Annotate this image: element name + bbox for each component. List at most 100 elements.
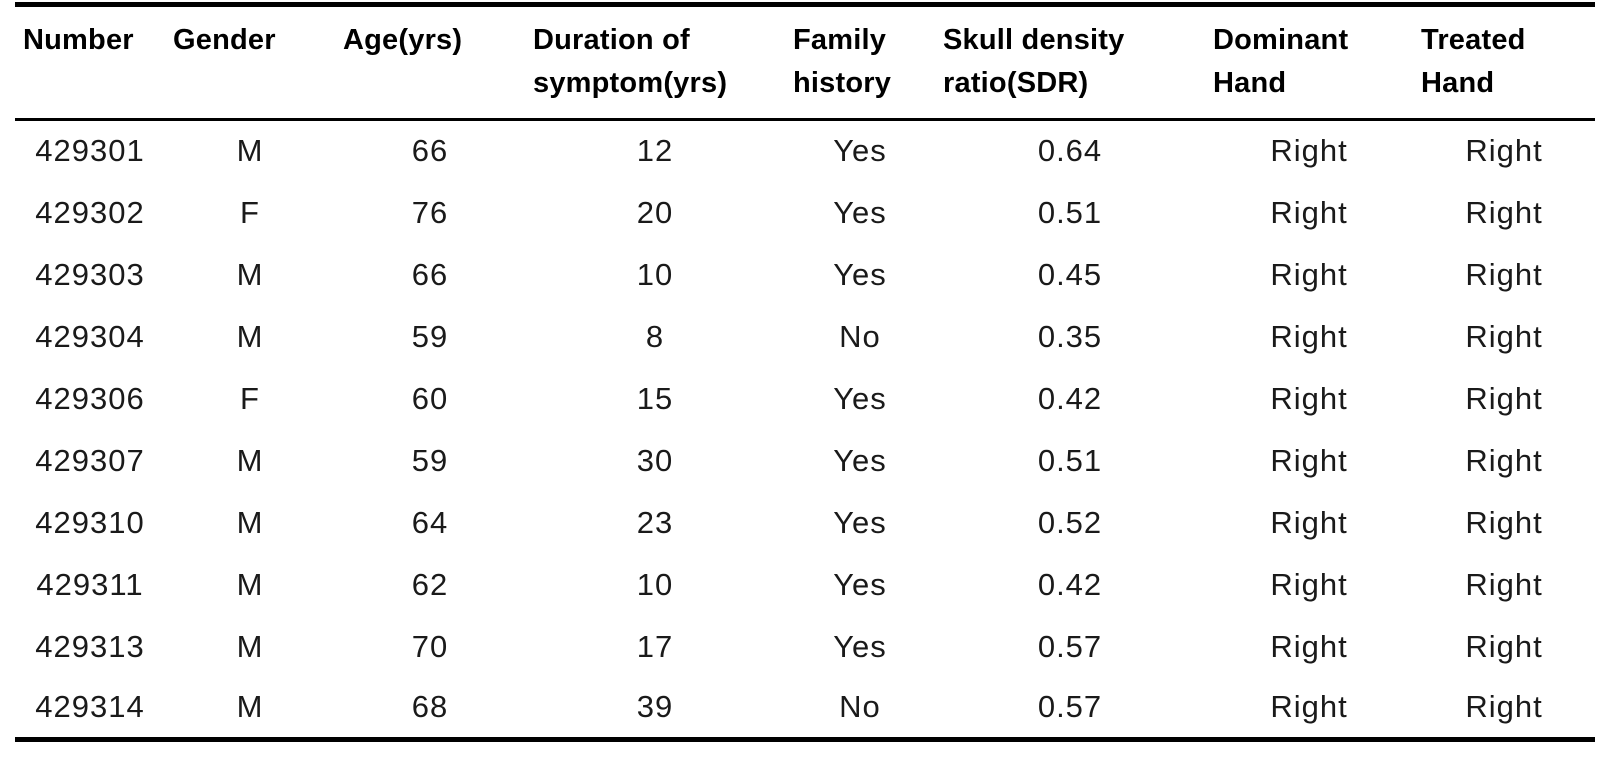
column-header-family-history: Family history — [785, 4, 935, 121]
table-cell: 23 — [636, 504, 674, 540]
column-header-number: Number — [15, 4, 165, 121]
table-cell: 10 — [636, 256, 674, 292]
table-cell: Right — [1270, 442, 1348, 478]
table-cell: 0.57 — [1037, 628, 1103, 664]
table-cell: Right — [1465, 689, 1543, 725]
table-row: 429310 M 64 23 Yes 0.52 Right Right — [15, 492, 1595, 554]
table-row: 429302 F 76 20 Yes 0.51 Right Right — [15, 182, 1595, 244]
table-cell: Right — [1465, 442, 1543, 478]
table-cell: M — [236, 133, 264, 169]
table-cell: Right — [1270, 628, 1348, 664]
table-cell: 59 — [411, 318, 449, 354]
table-cell: 68 — [411, 689, 449, 725]
table-cell: 0.42 — [1037, 380, 1103, 416]
table-row: 429307 M 59 30 Yes 0.51 Right Right — [15, 430, 1595, 492]
table-cell: 30 — [636, 442, 674, 478]
table-row: 429313 M 70 17 Yes 0.57 Right Right — [15, 616, 1595, 678]
table-cell: 0.64 — [1037, 133, 1103, 169]
table-cell: Right — [1270, 194, 1348, 230]
column-header-skull-density-ratio-sdr: Skull density ratio(SDR) — [935, 4, 1205, 121]
table-cell: Right — [1270, 566, 1348, 602]
table-row: 429314 M 68 39 No 0.57 Right Right — [15, 678, 1595, 740]
table-cell: 0.45 — [1037, 256, 1103, 292]
table-cell: 64 — [411, 504, 449, 540]
table-cell: 429310 — [35, 504, 145, 540]
table-row: 429301 M 66 12 Yes 0.64 Right Right — [15, 120, 1595, 182]
table-cell: M — [236, 689, 264, 725]
table-cell: M — [236, 504, 264, 540]
table-cell: Yes — [833, 504, 887, 540]
table-cell: 76 — [411, 194, 449, 230]
table-cell: M — [236, 256, 264, 292]
table-row: 429306 F 60 15 Yes 0.42 Right Right — [15, 368, 1595, 430]
table-cell: 429306 — [35, 380, 145, 416]
table-cell: 8 — [645, 318, 665, 354]
table-cell: 70 — [411, 628, 449, 664]
table-body: 429301 M 66 12 Yes 0.64 Right Right 429302 F 76 20 Y… — [15, 120, 1595, 740]
table-cell: No — [839, 689, 881, 725]
table-cell: Right — [1465, 318, 1543, 354]
table-cell: 429303 — [35, 256, 145, 292]
table-cell: Right — [1270, 256, 1348, 292]
table-cell: 17 — [636, 628, 674, 664]
table-cell: 0.51 — [1037, 194, 1103, 230]
table-cell: 429311 — [36, 566, 144, 602]
table-cell: 66 — [411, 133, 449, 169]
table-cell: F — [240, 380, 260, 416]
table-cell: Right — [1270, 318, 1348, 354]
column-header-dominant-hand: Dominant Hand — [1205, 4, 1413, 121]
column-header-gender: Gender — [165, 4, 335, 121]
table-cell: 429314 — [35, 689, 145, 725]
table-cell: M — [236, 442, 264, 478]
table-row: 429311 M 62 10 Yes 0.42 Right Right — [15, 554, 1595, 616]
table-cell: Right — [1270, 504, 1348, 540]
table-cell: 10 — [636, 566, 674, 602]
table-cell: 66 — [411, 256, 449, 292]
table-cell: Yes — [833, 628, 887, 664]
table-cell: Right — [1465, 380, 1543, 416]
table-cell: 59 — [411, 442, 449, 478]
table-cell: 429307 — [35, 442, 145, 478]
table-cell: 429313 — [35, 628, 145, 664]
table-cell: Yes — [833, 380, 887, 416]
table-cell: 0.35 — [1037, 318, 1103, 354]
table-cell: Right — [1465, 194, 1543, 230]
table-cell: 0.57 — [1037, 689, 1103, 725]
table-cell: 0.52 — [1037, 504, 1103, 540]
table-cell: 39 — [636, 689, 674, 725]
table-row: 429303 M 66 10 Yes 0.45 Right Right — [15, 244, 1595, 306]
table-cell: Yes — [833, 566, 887, 602]
table-cell: 20 — [636, 194, 674, 230]
table-cell: 0.42 — [1037, 566, 1103, 602]
column-header-duration-of-symptom-yrs: Duration of symptom(yrs) — [525, 4, 785, 121]
table-cell: 12 — [636, 133, 674, 169]
table-row: 429304 M 59 8 No 0.35 Right Right — [15, 306, 1595, 368]
table-cell: Right — [1270, 133, 1348, 169]
table-cell: F — [240, 194, 260, 230]
table-cell: 15 — [636, 380, 674, 416]
table-cell: Right — [1270, 689, 1348, 725]
table-cell: 62 — [411, 566, 449, 602]
header-row: Number Gender Age(yrs) Duration of symptom(… — [15, 4, 1595, 121]
table-cell: 429304 — [35, 318, 145, 354]
table-cell: M — [236, 566, 264, 602]
table-cell: M — [236, 628, 264, 664]
table-cell: 60 — [411, 380, 449, 416]
table-cell: 429301 — [35, 133, 145, 169]
table-cell: Yes — [833, 256, 887, 292]
column-header-age-yrs: Age(yrs) — [335, 4, 525, 121]
table-header: Number Gender Age(yrs) Duration of symptom(… — [15, 4, 1595, 121]
table-cell: Yes — [833, 442, 887, 478]
table-cell: No — [839, 318, 881, 354]
patient-demographics-table: Number Gender Age(yrs) Duration of symptom(… — [15, 2, 1595, 742]
table-cell: Yes — [833, 194, 887, 230]
table-cell: 0.51 — [1037, 442, 1103, 478]
table-cell: Right — [1465, 256, 1543, 292]
column-header-treated-hand: Treated Hand — [1413, 4, 1595, 121]
table-cell: Right — [1465, 628, 1543, 664]
table-cell: M — [236, 318, 264, 354]
table-cell: Right — [1465, 133, 1543, 169]
table-cell: Yes — [833, 133, 887, 169]
table-cell: Right — [1465, 566, 1543, 602]
